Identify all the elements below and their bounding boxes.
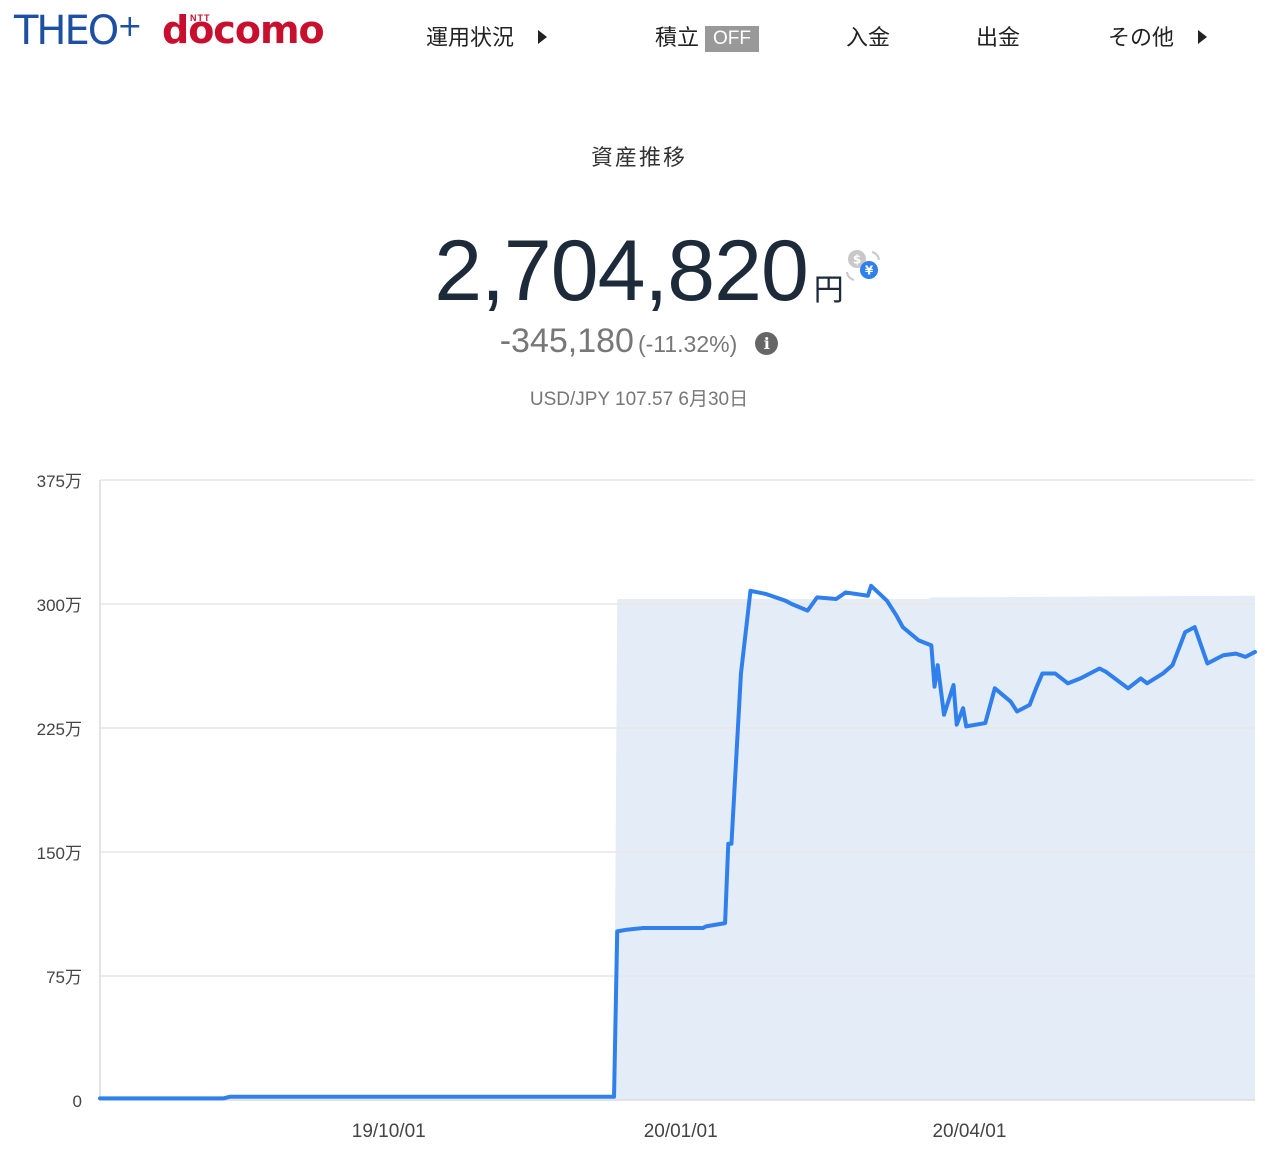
- x-tick-label: 19/10/01: [352, 1121, 426, 1142]
- nav-performance-label: 運用状況: [426, 25, 515, 50]
- caret-right-icon: [538, 30, 548, 44]
- valuation-line: [98, 583, 1257, 1101]
- info-icon[interactable]: i: [755, 332, 779, 355]
- change-amount: -345,180: [499, 322, 634, 360]
- y-tick-label: 300万: [37, 596, 82, 615]
- nav-performance[interactable]: 運用状況: [426, 20, 548, 52]
- change-percent: (-11.32%): [637, 331, 738, 357]
- y-tick-label: 225万: [37, 720, 82, 739]
- header: THEO+ NTT docomo 運用状況 積立 OFF 入金 出金 その他: [0, 0, 1278, 70]
- y-tick-label: 150万: [37, 844, 82, 863]
- nav-other-label: その他: [1108, 25, 1175, 50]
- nav-withdraw[interactable]: 出金: [976, 25, 1021, 50]
- svg-text:$: $: [853, 253, 861, 267]
- nav-other[interactable]: その他: [1108, 20, 1208, 52]
- asset-chart: 0 75万 150万 225万 300万 375万 19/10/01 20/01/01 20/0…: [37, 472, 1257, 1142]
- fx-rate: USD/JPY 107.57 6月30日: [529, 389, 749, 410]
- currency-exchange-icon[interactable]: $ ¥: [845, 248, 883, 284]
- nav-deposit[interactable]: 入金: [846, 25, 891, 50]
- theo-logo[interactable]: THEO+: [14, 8, 142, 54]
- caret-right-icon: [1198, 30, 1208, 44]
- page-title: 資産推移: [590, 145, 687, 170]
- change-row: -345,180 (-11.32%) i: [0, 322, 1278, 361]
- svg-text:¥: ¥: [865, 264, 874, 278]
- ntt-logo-text: NTT: [190, 13, 211, 23]
- deposit-area: [100, 595, 1255, 1100]
- y-tick-label: 75万: [46, 968, 82, 987]
- status-badge: OFF: [705, 26, 760, 52]
- nav-auto-invest-label: 積立: [655, 25, 700, 50]
- nav-auto-invest[interactable]: 積立 OFF: [655, 20, 760, 52]
- total-assets: 2,704,820 円: [0, 222, 1278, 321]
- currency-unit: 円: [813, 274, 844, 307]
- x-tick-label: 20/01/01: [644, 1121, 718, 1142]
- y-tick-label: 375万: [37, 472, 82, 491]
- docomo-logo: docomo: [162, 8, 325, 52]
- y-tick-label: 0: [73, 1092, 82, 1111]
- total-amount: 2,704,820: [434, 223, 809, 319]
- x-tick-label: 20/04/01: [932, 1121, 1006, 1142]
